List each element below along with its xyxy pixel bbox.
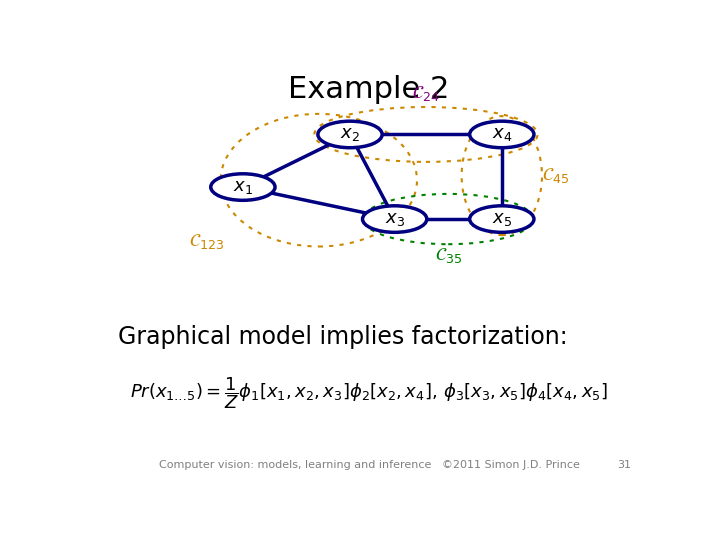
Text: $x_4$: $x_4$	[492, 125, 512, 144]
Ellipse shape	[211, 174, 275, 200]
Text: $\mathcal{C}_{24}$: $\mathcal{C}_{24}$	[412, 84, 440, 103]
Text: $\mathcal{C}_{123}$: $\mathcal{C}_{123}$	[189, 232, 225, 252]
Text: $x_5$: $x_5$	[492, 210, 512, 228]
Text: $x_1$: $x_1$	[233, 178, 253, 196]
Text: $\mathcal{C}_{35}$: $\mathcal{C}_{35}$	[435, 246, 462, 265]
Text: Graphical model implies factorization:: Graphical model implies factorization:	[118, 325, 567, 349]
Text: Computer vision: models, learning and inference   ©2011 Simon J.D. Prince: Computer vision: models, learning and in…	[158, 460, 580, 470]
Text: $x_2$: $x_2$	[340, 125, 360, 144]
Ellipse shape	[469, 121, 534, 148]
Text: $\mathcal{C}_{45}$: $\mathcal{C}_{45}$	[541, 166, 569, 185]
Ellipse shape	[469, 206, 534, 232]
Text: $Pr(x_{1\ldots5}) = \dfrac{1}{Z}\phi_1[x_1, x_2, x_3]\phi_2[x_2, x_4],\, \phi_3[: $Pr(x_{1\ldots5}) = \dfrac{1}{Z}\phi_1[x…	[130, 375, 608, 411]
Text: $x_3$: $x_3$	[384, 210, 405, 228]
Text: Example 2: Example 2	[288, 75, 450, 104]
Text: 31: 31	[617, 460, 631, 470]
Ellipse shape	[363, 206, 427, 232]
Ellipse shape	[318, 121, 382, 148]
